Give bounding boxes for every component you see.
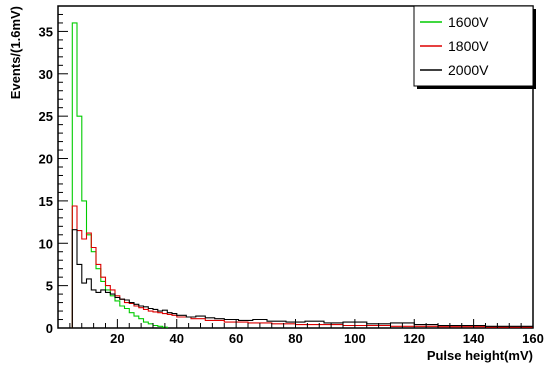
series-line-1800v	[71, 205, 534, 328]
x-tick-label: 120	[403, 331, 425, 346]
y-axis-title: Events/(1.6mV)	[8, 6, 23, 99]
legend-label-1600v: 1600V	[448, 14, 489, 30]
x-tick-label: 60	[229, 331, 243, 346]
legend-label-2000v: 2000V	[448, 62, 489, 78]
x-tick-label: 160	[522, 331, 544, 346]
y-tick-label: 25	[39, 109, 53, 124]
legend-label-1800v: 1800V	[448, 38, 489, 54]
y-tick-label: 10	[39, 236, 53, 251]
y-tick-label: 15	[39, 194, 53, 209]
y-tick-label: 20	[39, 152, 53, 167]
x-axis: 20 40 60 80 100 120 140 160	[69, 319, 544, 346]
y-axis: 0 5 10 15 20 25 30 35	[39, 13, 68, 336]
y-tick-label: 0	[46, 321, 53, 336]
legend: 1600V 1800V 2000V	[413, 5, 536, 89]
series-line-2000v	[71, 229, 534, 328]
x-tick-label: 140	[463, 331, 485, 346]
x-axis-title: Pulse height(mV)	[427, 348, 533, 363]
x-tick-label: 20	[110, 331, 124, 346]
x-tick-label: 40	[170, 331, 184, 346]
y-tick-label: 35	[39, 24, 53, 39]
x-tick-label: 80	[288, 331, 302, 346]
x-tick-label: 100	[344, 331, 366, 346]
y-tick-label: 5	[46, 279, 53, 294]
y-tick-label: 30	[39, 67, 53, 82]
